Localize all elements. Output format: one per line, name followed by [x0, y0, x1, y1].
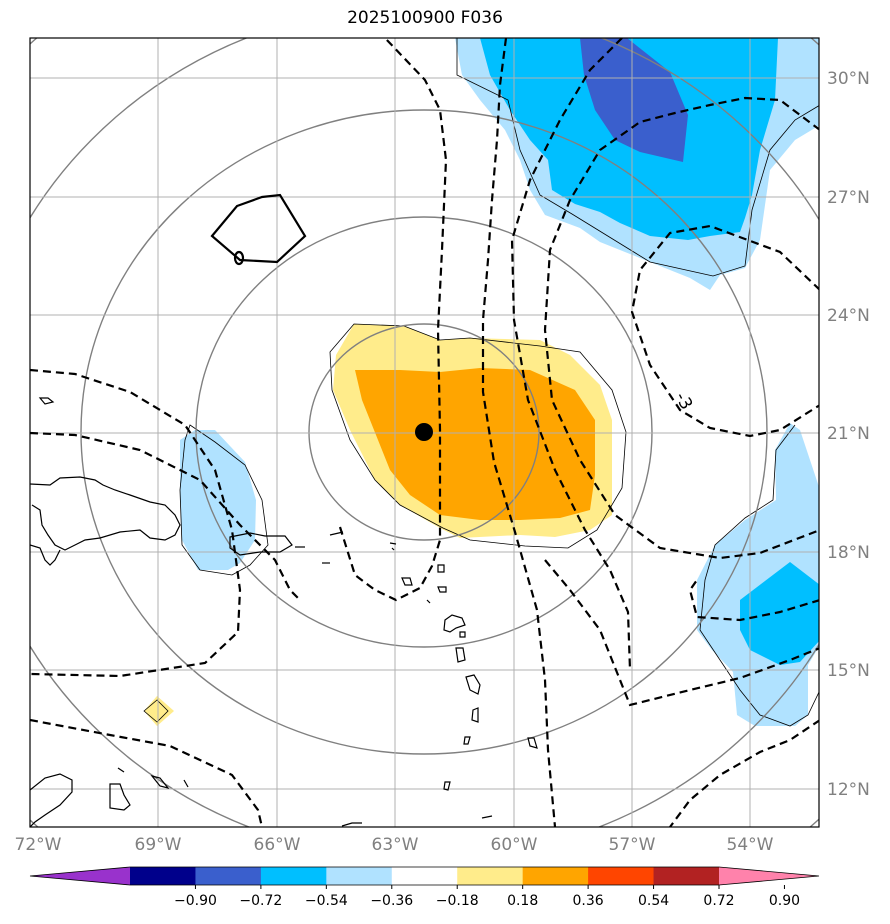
colorbar-extend-low [30, 867, 130, 885]
colorbar-segment [588, 867, 655, 885]
longitude-axis: 72°W 69°W 66°W 63°W 60°W 57°W 54°W [15, 835, 774, 855]
latitude-axis: 30°N 27°N 24°N 21°N 18°N 15°N 12°N [827, 69, 870, 800]
lon-tick-label: 54°W [727, 835, 774, 855]
lon-tick-label: 66°W [254, 835, 301, 855]
colorbar-tick-label: −0.36 [370, 893, 413, 909]
colorbar-extend-high [719, 867, 819, 885]
lat-tick-label: 30°N [827, 69, 870, 89]
lat-tick-label: 27°N [827, 188, 870, 208]
solid-contours [210, 193, 307, 266]
lat-tick-label: 15°N [827, 661, 870, 681]
colorbar-outline [29, 866, 820, 886]
colorbar-tick-label: 0.18 [507, 893, 538, 909]
lat-tick-label: 18°N [827, 543, 870, 563]
colorbar-tick-label: −0.72 [239, 893, 282, 909]
colorbar-segment [391, 867, 458, 885]
map-title: 2025100900 F036 [347, 8, 503, 28]
colorbar-tick-label: 0.72 [703, 893, 734, 909]
dashed-contours [30, 38, 819, 827]
colorbar-segment [653, 867, 720, 885]
colorbar-segment [130, 867, 196, 885]
lon-tick-label: 72°W [15, 835, 62, 855]
colorbar-tick-label: −0.54 [305, 893, 348, 909]
colorbar-tick-label: 0.90 [769, 893, 800, 909]
lat-tick-label: 21°N [827, 424, 870, 444]
colorbar-tick-label: 0.54 [638, 893, 669, 909]
colorbar-segment [522, 867, 589, 885]
colorbar-tick-label: 0.36 [573, 893, 604, 909]
lon-tick-label: 57°W [609, 835, 656, 855]
coastlines [30, 397, 538, 827]
lat-tick-label: 24°N [827, 306, 870, 326]
colorbar-segment [457, 867, 524, 885]
colorbar-tick-label: −0.90 [174, 893, 217, 909]
colorbar-segment [260, 867, 327, 885]
storm-center-marker [415, 423, 433, 441]
colorbar-tick-label: −0.18 [436, 893, 479, 909]
map-frame [29, 37, 820, 828]
colorbar: −0.90 −0.72 −0.54 −0.36 −0.18 0.18 0.36 0.54 0.7… [29, 866, 820, 909]
lon-tick-label: 60°W [491, 835, 538, 855]
colorbar-segment [326, 867, 393, 885]
lon-tick-label: 69°W [135, 835, 182, 855]
lon-tick-label: 63°W [372, 835, 419, 855]
colorbar-segment [195, 867, 262, 885]
lat-tick-label: 12°N [827, 780, 870, 800]
